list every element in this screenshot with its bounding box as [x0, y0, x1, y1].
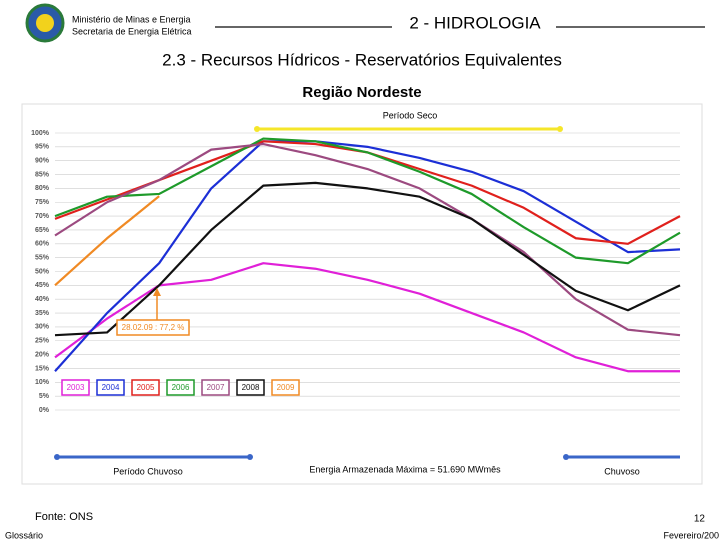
heading: 2.3 - Recursos Hídricos - Reservatórios …: [162, 50, 562, 69]
glossary-link[interactable]: Glossário: [5, 530, 43, 540]
legend-label: 2004: [102, 383, 120, 392]
period-dot: [563, 454, 569, 460]
y-tick-label: 50%: [35, 268, 50, 275]
y-tick-label: 70%: [35, 213, 50, 220]
date: Fevereiro/200: [663, 530, 719, 540]
legend-box: [131, 379, 160, 396]
callout-arrowhead: [153, 288, 161, 296]
y-tick-label: 80%: [35, 185, 50, 192]
period-dot: [254, 126, 260, 132]
y-tick-label: 75%: [35, 199, 50, 206]
ministry: Ministério de Minas e Energia: [72, 14, 191, 24]
y-tick-label: 55%: [35, 254, 50, 261]
y-tick-label: 5%: [39, 393, 50, 400]
y-tick-label: 15%: [35, 365, 50, 372]
legend-label: 2006: [172, 383, 190, 392]
legend-label: 2007: [207, 383, 225, 392]
emblem: [25, 3, 65, 43]
y-tick-label: 10%: [35, 379, 50, 386]
y-tick-label: 0%: [39, 407, 50, 414]
series-line: [54, 195, 160, 287]
series-line: [54, 181, 681, 337]
period-dot: [557, 126, 563, 132]
y-tick-label: 95%: [35, 144, 50, 151]
legend-box: [271, 379, 300, 396]
y-tick-label: 35%: [35, 310, 50, 317]
callout-box: [116, 319, 190, 336]
legend-label: 2005: [137, 383, 155, 392]
series-line: [54, 140, 681, 372]
section-title: 2 - HIDROLOGIA: [409, 13, 541, 32]
y-tick-label: 45%: [35, 282, 50, 289]
y-tick-label: 20%: [35, 351, 50, 358]
period-label: Período Chuvoso: [113, 466, 183, 476]
y-tick-label: 65%: [35, 227, 50, 234]
page-number: 12: [694, 514, 706, 525]
y-tick-label: 85%: [35, 171, 50, 178]
y-tick-label: 90%: [35, 158, 50, 165]
chart-title: Região Nordeste: [302, 84, 421, 101]
legend-label: 2008: [242, 383, 260, 392]
period-dot: [54, 454, 60, 460]
legend-box: [201, 379, 230, 396]
series-line: [54, 137, 681, 265]
legend-label: 2009: [277, 383, 295, 392]
y-tick-label: 100%: [31, 130, 50, 137]
y-tick-label: 40%: [35, 296, 50, 303]
legend-label: 2003: [67, 383, 85, 392]
y-tick-label: 30%: [35, 324, 50, 331]
plot: 0% 5% 10% 15% 20% 25% 30% 35% 40% 45% 50% 55% 60% 65%…: [31, 110, 681, 476]
y-tick-label: 60%: [35, 241, 50, 248]
series-line: [54, 142, 681, 337]
max-energy-note: Energia Armazenada Máxima = 51.690 MWmês: [309, 464, 501, 474]
period-label: Período Seco: [383, 110, 438, 120]
legend-box: [61, 379, 90, 396]
legend-box: [96, 379, 125, 396]
legend-box: [236, 379, 265, 396]
y-tick-label: 25%: [35, 338, 50, 345]
period-label: Chuvoso: [604, 466, 640, 476]
callout-text: 28.02.09 : 77,2 %: [122, 323, 185, 332]
period-dot: [247, 454, 253, 460]
source: Fonte: ONS: [35, 511, 93, 523]
secretariat: Secretaria de Energia Elétrica: [72, 26, 192, 36]
legend-box: [166, 379, 195, 396]
